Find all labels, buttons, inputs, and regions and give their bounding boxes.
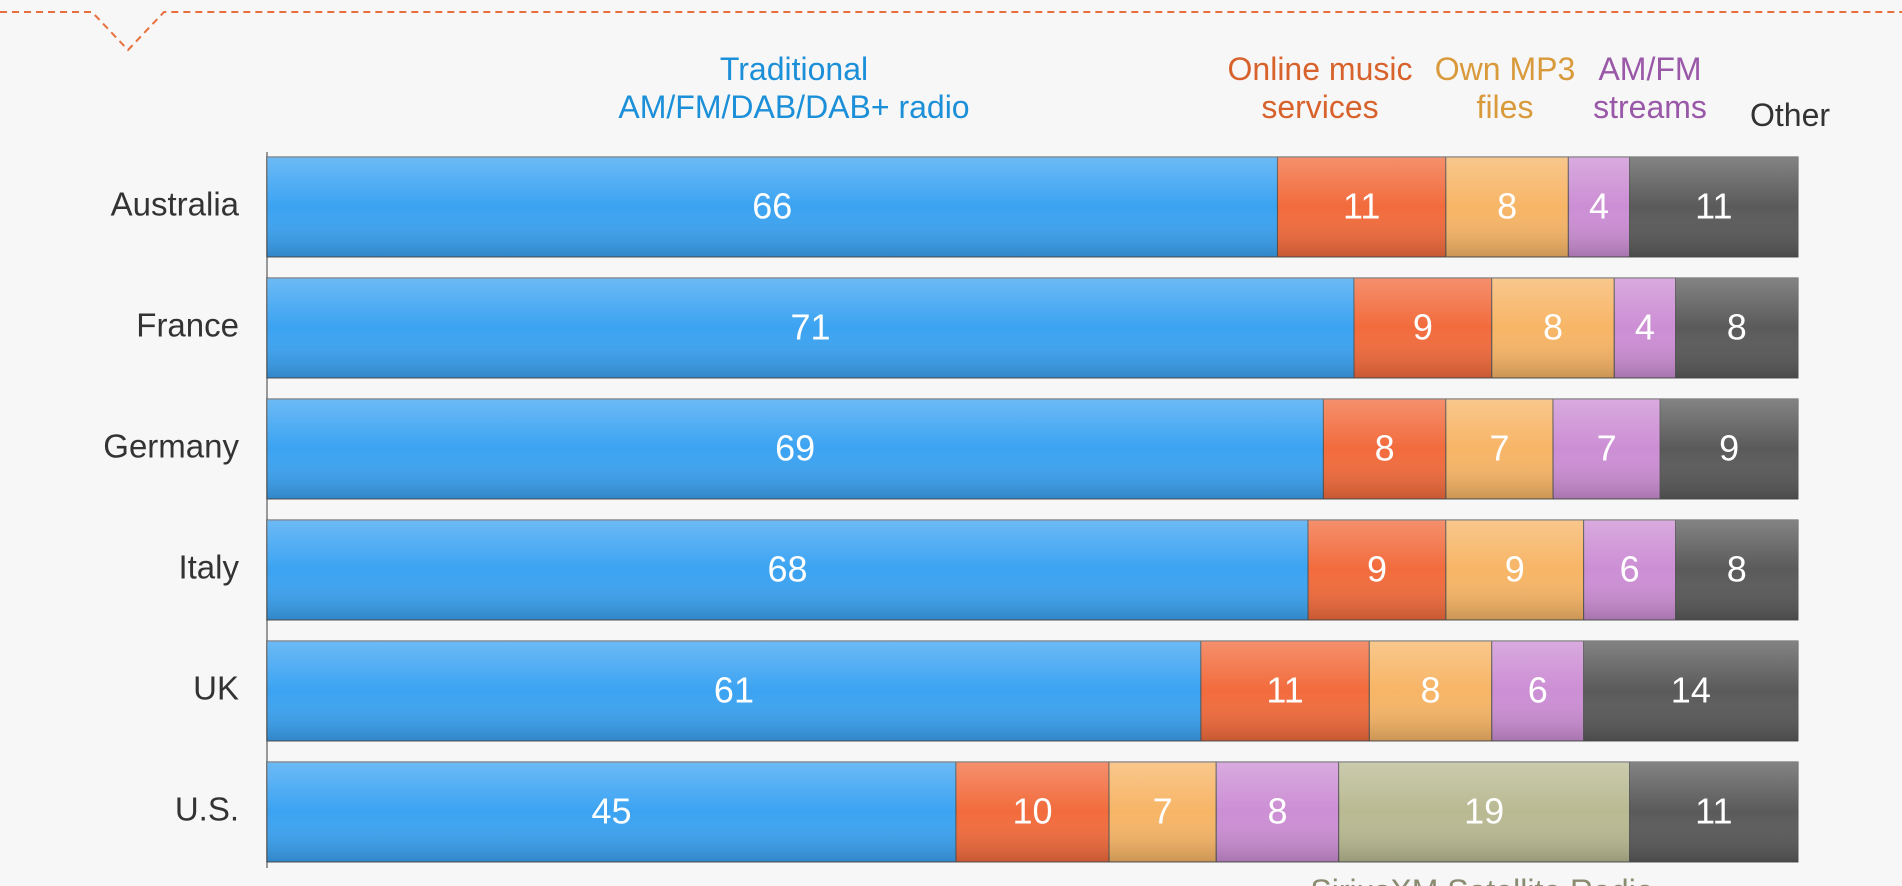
value-label: 9 <box>1413 307 1433 348</box>
bar-shade <box>1323 399 1446 499</box>
category-label: Germany <box>103 428 239 465</box>
value-label: 6 <box>1620 549 1640 590</box>
bar-shade <box>1553 399 1661 499</box>
value-label: 7 <box>1597 428 1617 469</box>
value-label: 6 <box>1528 670 1548 711</box>
value-label: 11 <box>1695 791 1732 832</box>
header-rule <box>0 11 1902 52</box>
bar-shade <box>1369 641 1492 741</box>
bar-shade <box>1660 399 1798 499</box>
bar-shade <box>267 157 1278 257</box>
value-label: 8 <box>1375 428 1395 469</box>
value-label: 68 <box>768 549 808 590</box>
legend-label: Online music services <box>1227 51 1413 125</box>
legend-label: Own MP3 files <box>1434 51 1576 125</box>
bar-shade <box>267 278 1355 378</box>
value-label: 11 <box>1695 186 1732 227</box>
bar-shade <box>955 762 1110 862</box>
value-label: 8 <box>1421 670 1441 711</box>
value-label: 9 <box>1367 549 1387 590</box>
value-label: 66 <box>752 186 792 227</box>
bar-shade <box>1491 278 1615 378</box>
bar-shade <box>1109 762 1217 862</box>
bar-shade <box>1629 157 1798 257</box>
value-label: 10 <box>1012 791 1052 832</box>
value-label: 8 <box>1543 307 1563 348</box>
bar-shade <box>1675 278 1798 378</box>
bar-shade <box>1568 157 1630 257</box>
bar-shade <box>1200 641 1370 741</box>
legend-label: Other <box>1749 97 1831 133</box>
value-label: 8 <box>1267 791 1287 832</box>
value-label: 11 <box>1266 670 1303 711</box>
bar-shade <box>267 399 1324 499</box>
category-label: U.S. <box>175 791 239 828</box>
legend-label: AM/FM streams <box>1593 51 1707 125</box>
value-label: 8 <box>1727 549 1747 590</box>
value-label: 7 <box>1489 428 1509 469</box>
value-label: 4 <box>1589 186 1609 227</box>
bar-shade <box>1491 641 1584 741</box>
value-label: 19 <box>1464 791 1504 832</box>
category-label: Australia <box>111 186 240 223</box>
bar-shade <box>267 762 956 862</box>
bar-shade <box>1583 520 1676 620</box>
value-label: 7 <box>1153 791 1173 832</box>
bar-shade <box>1614 278 1676 378</box>
bar-shade <box>267 641 1201 741</box>
category-label: France <box>136 307 239 344</box>
bar-shade <box>1445 520 1584 620</box>
bar-shade <box>267 520 1309 620</box>
value-label: 61 <box>714 670 754 711</box>
value-label: 8 <box>1497 186 1517 227</box>
value-label: 4 <box>1635 307 1655 348</box>
bar-shade <box>1354 278 1492 378</box>
value-label: 71 <box>790 307 830 348</box>
value-label: 14 <box>1671 670 1711 711</box>
bar-shade <box>1583 641 1798 741</box>
category-label: Italy <box>178 549 239 586</box>
value-label: 8 <box>1727 307 1747 348</box>
bar-shade <box>1216 762 1339 862</box>
bar-shade <box>1308 520 1446 620</box>
bar-shade <box>1445 157 1569 257</box>
bar-shade <box>1629 762 1798 862</box>
value-label: 11 <box>1343 186 1380 227</box>
value-label: 45 <box>591 791 631 832</box>
legend-label: Traditional AM/FM/DAB/DAB+ radio <box>618 51 970 125</box>
value-label: 9 <box>1719 428 1739 469</box>
legend-label: SiriusXM Satellite Radio <box>1252 872 1712 886</box>
category-label: UK <box>193 670 239 707</box>
bar-shade <box>1277 157 1446 257</box>
bar-shade <box>1338 762 1630 862</box>
bar-shade <box>1445 399 1554 499</box>
bar-shade <box>1675 520 1798 620</box>
value-label: 9 <box>1505 549 1525 590</box>
value-label: 69 <box>775 428 815 469</box>
